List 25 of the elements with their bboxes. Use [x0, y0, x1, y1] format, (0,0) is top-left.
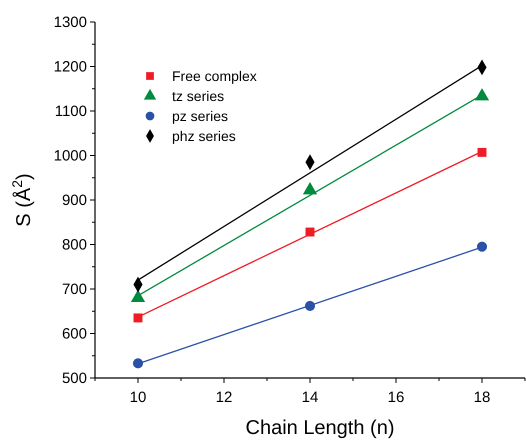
legend-label: Free complex: [172, 68, 257, 84]
y-tick-label: 800: [62, 236, 87, 254]
point: [304, 300, 316, 311]
legend-label: phz series: [172, 128, 236, 144]
x-tick-label: 14: [302, 389, 318, 406]
y-tick-label: 500: [62, 370, 87, 387]
y-tick-label: 1300: [54, 14, 87, 31]
y-tick-label: 600: [62, 326, 87, 342]
point: [134, 313, 142, 322]
x-tick-label: 18: [474, 389, 490, 406]
y-tick-label: 1000: [54, 148, 87, 164]
legend-label: pz series: [172, 108, 228, 124]
point: [132, 358, 144, 368]
x-tick-label: 10: [130, 389, 146, 406]
legend-label: tz series: [172, 88, 224, 104]
y-tick-label: 700: [62, 281, 87, 298]
point: [478, 148, 486, 157]
x-tick-label: 16: [388, 389, 404, 406]
y-tick-label: 1100: [54, 103, 87, 120]
y-tick-label: 1200: [54, 58, 87, 76]
point: [306, 228, 314, 237]
x-tick-label: 12: [216, 389, 232, 406]
x-axis-title: Chain Length (n): [246, 417, 394, 439]
point: [476, 242, 488, 252]
y-tick-label: 900: [62, 192, 87, 209]
